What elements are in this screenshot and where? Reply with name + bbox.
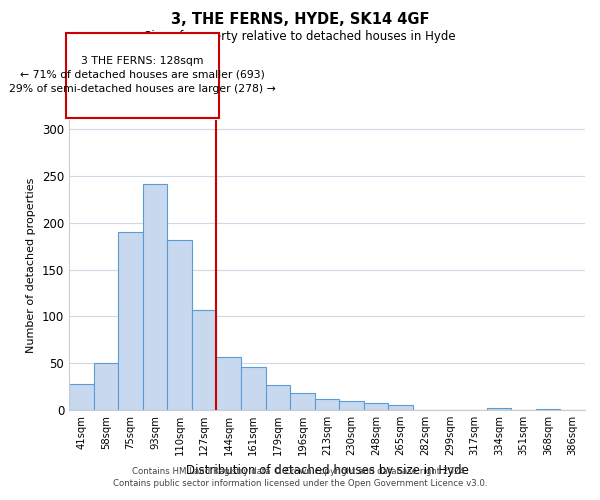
Text: Size of property relative to detached houses in Hyde: Size of property relative to detached ho… xyxy=(144,30,456,43)
Bar xyxy=(118,232,143,410)
Bar xyxy=(266,384,290,410)
Bar xyxy=(94,363,118,410)
Text: 3 THE FERNS: 128sqm
← 71% of detached houses are smaller (693)
29% of semi-detac: 3 THE FERNS: 128sqm ← 71% of detached ho… xyxy=(10,56,276,94)
Text: Contains HM Land Registry data © Crown copyright and database right 2024.
Contai: Contains HM Land Registry data © Crown c… xyxy=(113,466,487,487)
Bar xyxy=(388,406,413,410)
Bar xyxy=(315,399,339,410)
Bar xyxy=(167,240,192,410)
Bar xyxy=(339,400,364,410)
Bar xyxy=(192,310,217,410)
Bar xyxy=(217,356,241,410)
Bar xyxy=(241,367,266,410)
Bar xyxy=(143,184,167,410)
Bar xyxy=(69,384,94,410)
Y-axis label: Number of detached properties: Number of detached properties xyxy=(26,178,37,352)
Text: 3, THE FERNS, HYDE, SK14 4GF: 3, THE FERNS, HYDE, SK14 4GF xyxy=(171,12,429,28)
Bar xyxy=(364,402,388,410)
Bar xyxy=(536,409,560,410)
X-axis label: Distribution of detached houses by size in Hyde: Distribution of detached houses by size … xyxy=(185,464,469,476)
Bar xyxy=(487,408,511,410)
Bar xyxy=(290,393,315,410)
